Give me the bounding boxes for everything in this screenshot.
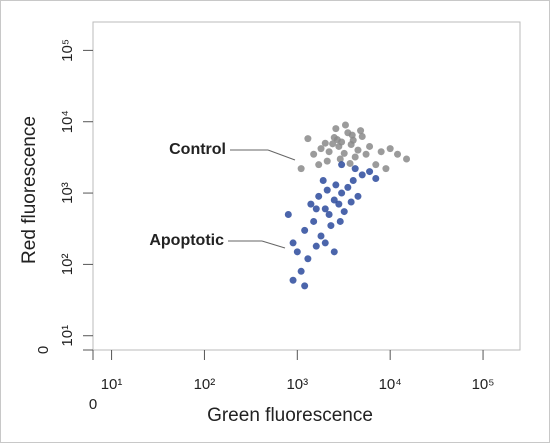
point: [372, 174, 380, 182]
y-tick-label: 0: [35, 346, 52, 354]
y-axis-title: Red fluorescence: [19, 116, 40, 264]
point: [351, 153, 359, 161]
point: [289, 239, 297, 247]
point: [354, 146, 362, 154]
point: [349, 176, 357, 184]
point: [317, 145, 325, 153]
point: [312, 205, 320, 213]
point: [338, 161, 346, 169]
point: [321, 139, 329, 147]
point: [351, 165, 359, 173]
annotation: Apoptotic: [149, 232, 224, 249]
point: [372, 161, 380, 169]
point: [349, 136, 357, 144]
point: [403, 155, 411, 163]
point: [340, 149, 348, 157]
point: [301, 282, 309, 290]
point: [329, 140, 337, 148]
point: [341, 121, 349, 129]
point: [330, 196, 338, 204]
point: [336, 217, 344, 225]
point: [310, 217, 318, 225]
point: [312, 242, 320, 250]
point: [347, 198, 355, 206]
point: [301, 226, 309, 234]
point: [335, 200, 343, 208]
point: [321, 239, 329, 247]
leader-line: [267, 149, 296, 161]
point: [348, 131, 356, 139]
point: [362, 150, 370, 158]
point: [366, 168, 374, 176]
x-tick-label: 10³: [286, 376, 308, 393]
x-tick-label: 10⁴: [379, 376, 402, 393]
point: [319, 176, 327, 184]
point: [323, 157, 331, 165]
point: [344, 183, 352, 191]
point: [358, 171, 366, 179]
point: [315, 161, 323, 169]
point: [321, 205, 329, 213]
point: [310, 150, 318, 158]
point: [382, 165, 390, 173]
y-tick-label: 10⁵: [59, 39, 76, 62]
point: [336, 155, 344, 163]
y-tick-label: 10¹: [59, 325, 76, 347]
point: [330, 248, 338, 256]
point: [317, 232, 325, 240]
point: [358, 133, 366, 141]
x-tick-label: 10¹: [101, 376, 123, 393]
point: [394, 150, 402, 158]
point: [332, 125, 340, 133]
point: [284, 211, 292, 219]
point: [338, 189, 346, 197]
point: [366, 142, 374, 150]
point: [297, 267, 305, 275]
x-axis-title: Green fluorescence: [207, 405, 373, 426]
y-tick-label: 10⁴: [59, 110, 76, 133]
annotation: Control: [169, 141, 226, 158]
point: [377, 148, 385, 156]
point: [304, 135, 312, 143]
point: [327, 222, 335, 230]
point: [307, 200, 315, 208]
point: [323, 186, 331, 194]
point: [346, 159, 354, 167]
point: [386, 145, 394, 153]
plot-area: [92, 21, 521, 351]
x-tick-label: 10²: [194, 376, 216, 393]
point: [354, 192, 362, 200]
point: [357, 127, 365, 135]
point: [325, 211, 333, 219]
point: [289, 276, 297, 284]
x-tick-label: 0: [89, 396, 97, 413]
leader-line: [261, 240, 286, 249]
point: [304, 255, 312, 263]
point: [332, 181, 340, 189]
x-tick-label: 10⁵: [472, 376, 495, 393]
point: [333, 136, 341, 144]
point: [293, 248, 301, 256]
y-tick-label: 10³: [59, 182, 76, 204]
point: [340, 208, 348, 216]
y-tick-label: 10²: [59, 254, 76, 276]
point: [315, 192, 323, 200]
point: [297, 165, 305, 173]
point: [325, 148, 333, 156]
